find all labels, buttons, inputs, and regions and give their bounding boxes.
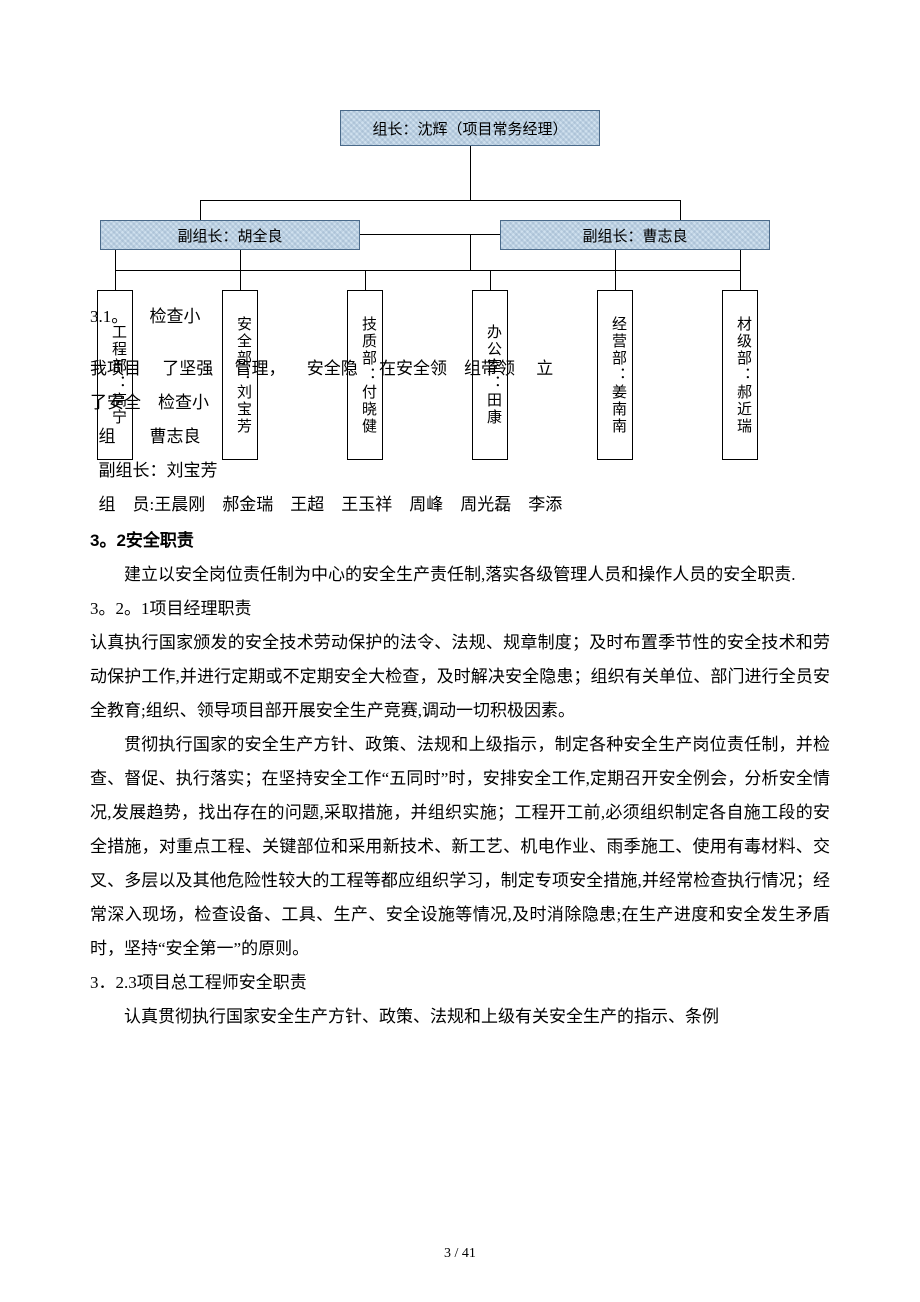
document-page: 组长：沈辉（项目常务经理） 副组长：胡全良 副组长：曹志良 工 (0, 0, 920, 1302)
s323-title: 3．2.3项目总工程师安全职责 (90, 966, 830, 1000)
body-text: 3.1。 检查小 我项目 了坚强 管理， 安全隐 在安全领 组带领 立 了安全 … (90, 300, 830, 1034)
s31-line: 3.1。 检查小 (90, 300, 830, 334)
s32-title: 3。2安全职责 (90, 524, 830, 558)
s31-rest: 检查小 (150, 307, 201, 326)
page-number: 3 / 41 (444, 1246, 476, 1261)
inspect-line-1: 我项目 了坚强 管理， 安全隐 在安全领 组带领 立 (90, 352, 830, 386)
leader-label: 组长：沈辉（项目常务经理） (372, 118, 567, 139)
leader-node: 组长：沈辉（项目常务经理） (340, 110, 600, 146)
page-footer: 3 / 41 (0, 1246, 920, 1262)
inspect-line-2: 了安全 检查小 (90, 386, 830, 420)
s31-num: 3.1。 (90, 307, 128, 326)
leader-line: 组 曹志良 (90, 420, 830, 454)
vice-right-label: 副组长：曹志良 (582, 225, 687, 246)
s321-title: 3。2。1项目经理职责 (90, 592, 830, 626)
s321-p1: 认真执行国家颁发的安全技术劳动保护的法令、法规、规章制度；及时布置季节性的安全技… (90, 626, 830, 728)
vice-left-label: 副组长：胡全良 (177, 225, 282, 246)
vice-line: 副组长：刘宝芳 (90, 454, 830, 488)
s32-intro: 建立以安全岗位责任制为中心的安全生产责任制,落实各级管理人员和操作人员的安全职责… (90, 558, 830, 592)
vice-left-node: 副组长：胡全良 (100, 220, 360, 250)
members-line: 组 员:王晨刚 郝金瑞 王超 王玉祥 周峰 周光磊 李添 (90, 488, 830, 522)
s321-p2: 贯彻执行国家的安全生产方针、政策、法规和上级指示，制定各种安全生产岗位责任制，并… (90, 728, 830, 966)
vice-right-node: 副组长：曹志良 (500, 220, 770, 250)
s323-p1: 认真贯彻执行国家安全生产方针、政策、法规和上级有关安全生产的指示、条例 (90, 1000, 830, 1034)
